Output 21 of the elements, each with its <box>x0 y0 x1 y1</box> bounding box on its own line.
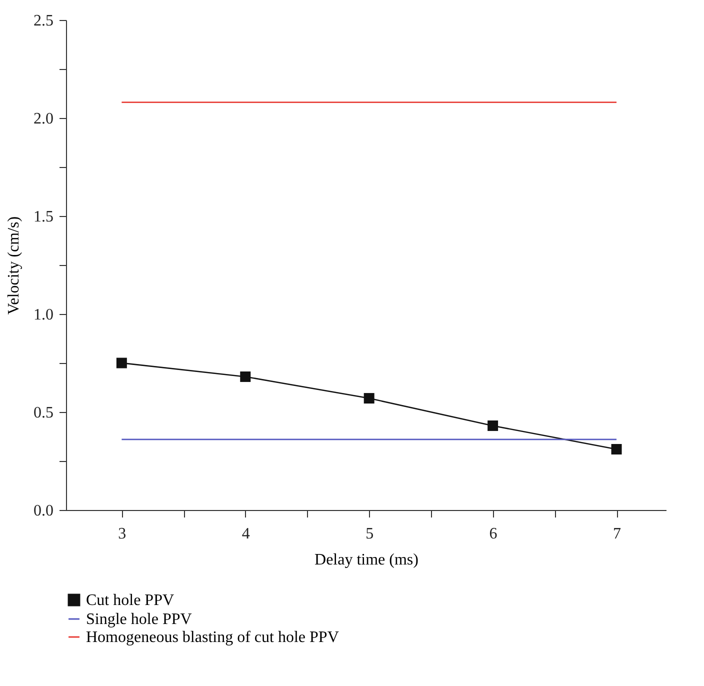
y-tick-label: 1.5 <box>34 208 54 226</box>
y-tick-label: 0.5 <box>34 404 54 422</box>
text: 0.0 <box>34 502 54 520</box>
x-tick-label: 7 <box>613 526 622 542</box>
x-tick-label: 4 <box>242 526 250 542</box>
point <box>488 420 498 431</box>
legend-label: Homogeneous blasting of cut hole PPV <box>86 629 340 646</box>
point <box>611 444 622 454</box>
legend-label: Cut hole PPV <box>86 592 174 609</box>
x-tick-label: 6 <box>489 526 498 542</box>
point <box>364 393 374 404</box>
point <box>240 371 251 382</box>
legend-label: Single hole PPV <box>86 611 192 628</box>
x-tick-label: 5 <box>366 526 374 542</box>
y-tick-label: 2.5 <box>34 12 54 30</box>
y-axis-title: Velocity (cm/s) <box>6 216 22 315</box>
point <box>116 358 127 368</box>
x-axis-title: Delay time (ms) <box>314 552 418 568</box>
y-tick-label: 2.0 <box>34 110 54 128</box>
y-tick-label: 1.0 <box>34 306 54 324</box>
x-tick-label: 3 <box>118 526 126 542</box>
